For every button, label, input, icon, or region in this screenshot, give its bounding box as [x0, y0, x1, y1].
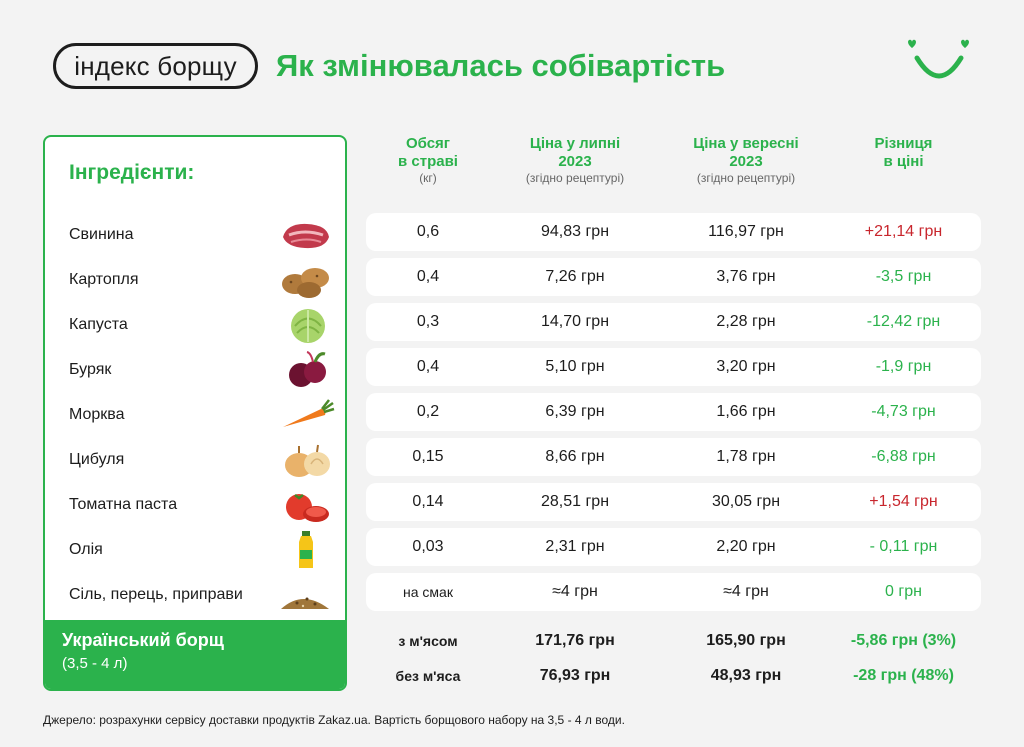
volume-cell: 0,03 [412, 538, 444, 555]
volume-cell: 0,3 [416, 313, 440, 330]
table-row: 0,15 8,66 грн 1,78 грн -6,88 грн [366, 438, 981, 476]
difference-cell: -6,88 грн [871, 448, 936, 465]
beet-icon [289, 351, 326, 387]
ingredient-row: Свинина [45, 213, 345, 257]
ingredient-name: Морква [69, 406, 125, 423]
onion-icon [285, 444, 330, 477]
volume-cell: 0,15 [412, 448, 444, 465]
september-price-cell: 3,20 грн [716, 358, 776, 375]
ingredient-name: Картопля [69, 271, 139, 288]
table-row: 0,4 7,26 грн 3,76 грн -3,5 грн [366, 258, 981, 296]
table-row: 0,4 5,10 грн 3,20 грн -1,9 грн [366, 348, 981, 386]
ingredient-row: Картопля [45, 258, 345, 302]
total-row-without-meat: без м'яса 76,93 грн 48,93 грн -28 грн (4… [366, 661, 981, 691]
potato-icon [282, 268, 329, 298]
difference-cell: 0 грн [885, 583, 922, 600]
difference-cell: -4,73 грн [871, 403, 936, 420]
volume-cell: 0,6 [416, 223, 440, 240]
borsch-total-footer: Український борщ (3,5 - 4 л) [45, 620, 345, 689]
difference-cell: +21,14 грн [864, 223, 943, 240]
footer-subtitle: (3,5 - 4 л) [62, 655, 128, 672]
column-header-volume: Обсяг в страві (кг) [398, 135, 458, 185]
ingredient-name: Олія [69, 541, 103, 558]
total-label: без м'яса [395, 668, 461, 684]
brand-logo: індекс борщу [53, 43, 258, 89]
september-price-cell: 2,20 грн [716, 538, 776, 555]
september-price-cell: 30,05 грн [711, 493, 781, 510]
total-difference: -5,86 грн (3%) [850, 632, 957, 649]
brand-logo-text: індекс борщу [74, 50, 237, 81]
september-price-cell: 3,76 грн [716, 268, 776, 285]
july-price-cell: 94,83 грн [540, 223, 610, 240]
volume-cell: 0,14 [412, 493, 444, 510]
total-row-with-meat: з м'ясом 171,76 грн 165,90 грн -5,86 грн… [366, 626, 981, 656]
column-header-july: Ціна у липні 2023 (згідно рецептурі) [525, 135, 625, 185]
total-difference: -28 грн (48%) [853, 667, 954, 684]
difference-cell: -12,42 грн [866, 313, 941, 330]
pork-icon [283, 223, 329, 249]
total-july: 171,76 грн [535, 632, 615, 649]
table-row: 0,6 94,83 грн 116,97 грн +21,14 грн [366, 213, 981, 251]
september-price-cell: 1,66 грн [716, 403, 776, 420]
volume-cell: на смак [403, 584, 453, 600]
column-header-september: Ціна у вересні 2023 (згідно рецептурі) [693, 135, 799, 185]
ingredient-name: Сіль, перець, приправи [69, 586, 243, 603]
cabbage-icon [291, 309, 325, 343]
ingredients-title: Інгредієнти: [69, 161, 195, 184]
total-label: з м'ясом [398, 633, 458, 649]
column-header-difference: Різниця в ціні [874, 135, 933, 170]
source-note: Джерело: розрахунки сервісу доставки про… [43, 713, 625, 727]
volume-cell: 0,2 [416, 403, 440, 420]
ingredient-row: Цибуля [45, 438, 345, 482]
ingredients-panel: Інгредієнти: Свинина Картопля Капуста Бу… [43, 135, 347, 691]
tomato-icon [286, 494, 329, 522]
july-price-cell: ≈4 грн [552, 583, 598, 600]
july-price-cell: 14,70 грн [540, 313, 610, 330]
july-price-cell: 7,26 грн [545, 268, 605, 285]
september-price-cell: ≈4 грн [723, 583, 769, 600]
july-price-cell: 2,31 грн [545, 538, 605, 555]
spices-icon [281, 597, 329, 609]
table-row: 0,14 28,51 грн 30,05 грн +1,54 грн [366, 483, 981, 521]
july-price-cell: 5,10 грн [545, 358, 605, 375]
ingredient-name: Капуста [69, 316, 128, 333]
ingredient-name: Свинина [69, 226, 134, 243]
ingredient-name: Цибуля [69, 451, 125, 468]
difference-cell: -3,5 грн [875, 268, 932, 285]
july-price-cell: 28,51 грн [540, 493, 610, 510]
difference-cell: - 0,11 грн [869, 538, 938, 555]
ingredient-row: Капуста [45, 303, 345, 347]
ingredient-row: Томатна паста [45, 483, 345, 527]
ingredient-name: Томатна паста [69, 496, 178, 513]
ingredient-row: Морква [45, 393, 345, 437]
september-price-cell: 116,97 грн [708, 223, 784, 240]
smiley-heart-icon [908, 39, 969, 79]
difference-cell: +1,54 грн [869, 493, 938, 510]
ingredient-name: Буряк [69, 361, 112, 378]
footer-title: Український борщ [62, 630, 224, 650]
oil-bottle-icon [299, 531, 313, 568]
carrot-icon [283, 399, 335, 427]
september-price-cell: 2,28 грн [716, 313, 776, 330]
july-price-cell: 6,39 грн [545, 403, 605, 420]
ingredient-row: Буряк [45, 348, 345, 392]
september-price-cell: 1,78 грн [716, 448, 776, 465]
page-title: Як змінювалась собівартість [276, 48, 726, 83]
volume-cell: 0,4 [416, 358, 440, 375]
total-september: 165,90 грн [706, 632, 786, 649]
table-row: на смак ≈4 грн ≈4 грн 0 грн [366, 573, 981, 611]
total-september: 48,93 грн [710, 667, 782, 684]
total-july: 76,93 грн [539, 667, 611, 684]
table-row: 0,3 14,70 грн 2,28 грн -12,42 грн [366, 303, 981, 341]
difference-cell: -1,9 грн [875, 358, 932, 375]
ingredient-row: Олія [45, 528, 345, 572]
ingredient-row: Сіль, перець, приправи [45, 573, 345, 617]
table-row: 0,03 2,31 грн 2,20 грн - 0,11 грн [366, 528, 981, 566]
table-row: 0,2 6,39 грн 1,66 грн -4,73 грн [366, 393, 981, 431]
july-price-cell: 8,66 грн [545, 448, 605, 465]
volume-cell: 0,4 [416, 268, 440, 285]
